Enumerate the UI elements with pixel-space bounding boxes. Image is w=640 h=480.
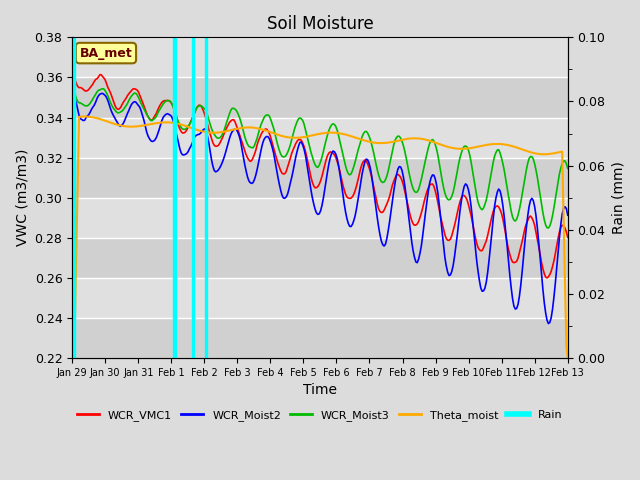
X-axis label: Time: Time (303, 383, 337, 397)
Bar (205, 37, 207, 358)
Bar (72, 318, 568, 358)
Bar (72, 37, 568, 77)
Bar (173, 37, 175, 358)
Y-axis label: VWC (m3/m3): VWC (m3/m3) (15, 149, 29, 246)
Bar (72, 77, 568, 118)
Bar (72, 278, 568, 318)
Bar (73, 37, 76, 358)
Y-axis label: Rain (mm): Rain (mm) (611, 161, 625, 234)
Text: BA_met: BA_met (79, 47, 132, 60)
Legend: WCR_VMC1, WCR_Moist2, WCR_Moist3, Theta_moist, Rain: WCR_VMC1, WCR_Moist2, WCR_Moist3, Theta_… (72, 405, 568, 425)
Bar (72, 157, 568, 198)
Bar (72, 238, 568, 278)
Bar (72, 198, 568, 238)
Title: Soil Moisture: Soil Moisture (267, 15, 373, 33)
Bar (192, 37, 194, 358)
Bar (72, 118, 568, 157)
